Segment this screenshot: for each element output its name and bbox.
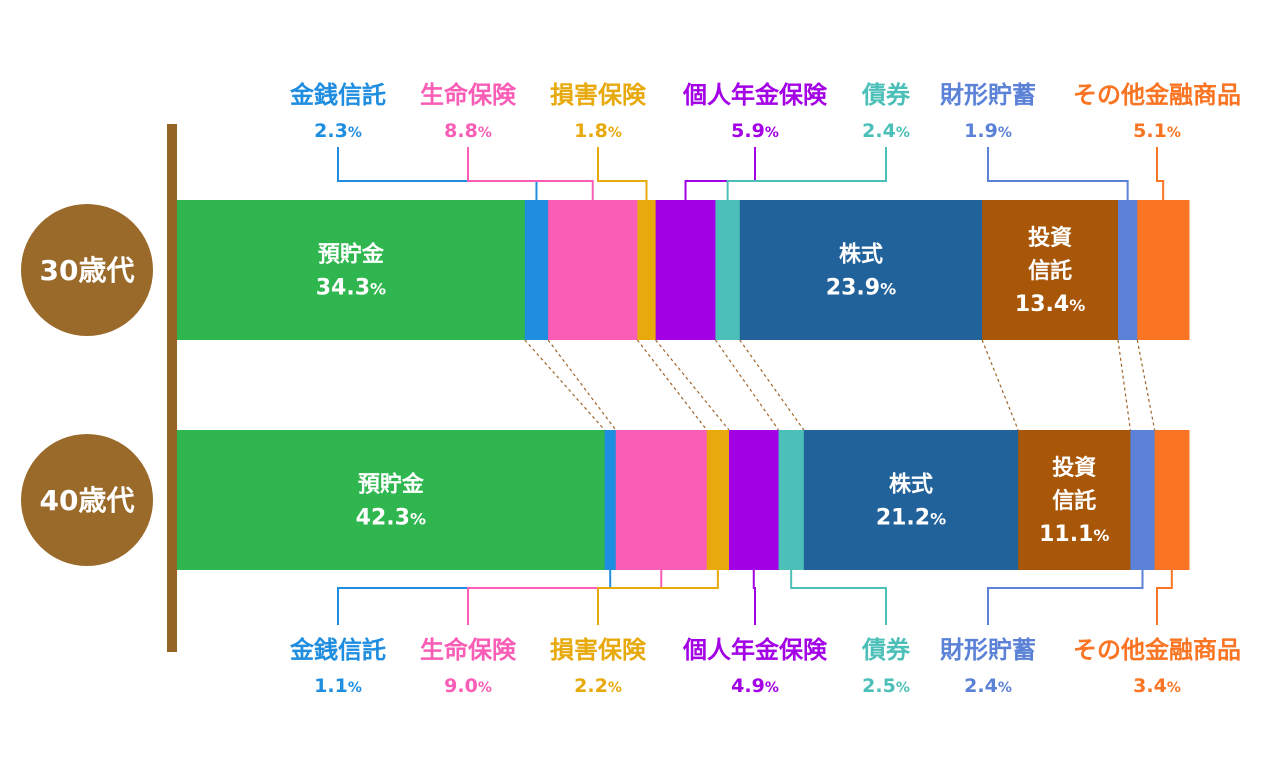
external-label-name: 財形貯蓄 [940, 81, 1036, 109]
segment-label: 信託 [1052, 488, 1096, 514]
segment-value: 21.2% [876, 506, 946, 531]
external-label-value: 2.5% [862, 675, 910, 697]
external-label-value: 1.8% [574, 120, 622, 142]
bar-segment-2 [548, 200, 638, 340]
segment-label: 投資 [1052, 455, 1096, 481]
bar-segment-0 [177, 200, 526, 340]
segment-label: 投資 [1028, 225, 1072, 251]
external-label-name: 金銭信託 [289, 636, 386, 664]
category-label: 40歳代 [40, 484, 135, 517]
bar-segment-1 [604, 430, 617, 570]
bar-segment-8 [1130, 430, 1156, 570]
leader-line [337, 570, 612, 625]
external-label-name: 個人年金保険 [682, 81, 828, 109]
connector-line [636, 339, 708, 431]
bar-segment-5 [778, 430, 805, 570]
external-label-value: 2.4% [964, 675, 1012, 697]
category-label: 30歳代 [40, 254, 135, 287]
leader-line [752, 570, 756, 625]
leader-line [597, 147, 648, 200]
bar-segment-4 [729, 430, 780, 570]
leader-line [597, 570, 719, 625]
bar-segment-7 [982, 200, 1119, 340]
external-label-name: 損害保険 [550, 81, 647, 109]
connector-line [739, 339, 805, 431]
bar-segment-1 [524, 200, 549, 340]
bar-segment-3 [706, 430, 730, 570]
segment-label: 預貯金 [318, 242, 385, 268]
external-label-name: 債券 [861, 636, 911, 664]
bar-segment-0 [177, 430, 606, 570]
bar-segment-6 [739, 200, 983, 340]
external-label-name: その他金融商品 [1073, 81, 1241, 109]
leader-line [987, 147, 1129, 200]
external-label-name: その他金融商品 [1073, 636, 1241, 664]
leader-line [987, 570, 1144, 625]
bar-segment-9 [1154, 430, 1190, 570]
bar-segment-3 [637, 200, 657, 340]
bar-segment-8 [1118, 200, 1138, 340]
external-label-value: 9.0% [444, 675, 492, 697]
bar-segment-6 [803, 430, 1019, 570]
connector-line [524, 339, 606, 431]
leader-line [1156, 147, 1165, 200]
external-label-value: 2.4% [862, 120, 910, 142]
external-label-name: 債券 [861, 81, 911, 109]
connector-line [655, 339, 730, 431]
axis-line [167, 124, 177, 652]
connector-line [1136, 339, 1156, 431]
external-label-value: 2.3% [314, 120, 362, 142]
external-label-value: 5.1% [1133, 120, 1181, 142]
external-label-value: 3.4% [1133, 675, 1181, 697]
external-label-value: 4.9% [731, 675, 779, 697]
segment-value: 13.4% [1015, 292, 1085, 317]
bar-segment-9 [1137, 200, 1190, 340]
segment-label: 株式 [889, 473, 933, 498]
leader-line [1156, 570, 1173, 625]
connector-line [714, 339, 780, 431]
leader-line [684, 147, 756, 200]
category-badge [21, 434, 153, 566]
bar-segment-7 [1018, 430, 1131, 570]
external-label-value: 5.9% [731, 120, 779, 142]
external-label-name: 損害保険 [550, 636, 647, 664]
connector-lines [524, 339, 1156, 431]
external-label-name: 生命保険 [420, 81, 517, 109]
bar-segment-4 [655, 200, 716, 340]
segment-value: 42.3% [356, 506, 426, 531]
connector-line [981, 339, 1019, 431]
leader-line [726, 147, 887, 200]
segment-value: 23.9% [826, 276, 896, 301]
external-label-name: 生命保険 [420, 636, 517, 664]
category-badge [21, 204, 153, 336]
leader-line [467, 570, 663, 625]
segment-value: 11.1% [1039, 522, 1109, 547]
segment-label: 信託 [1028, 258, 1072, 284]
connector-line [1117, 339, 1131, 431]
external-label-value: 1.9% [964, 120, 1012, 142]
external-label-value: 8.8% [444, 120, 492, 142]
external-label-name: 金銭信託 [289, 81, 386, 109]
segment-label: 株式 [839, 243, 883, 268]
bar-segment-5 [715, 200, 741, 340]
segment-label: 預貯金 [358, 472, 425, 498]
bar-segment-2 [615, 430, 708, 570]
external-label-value: 2.2% [574, 675, 622, 697]
segment-value: 34.3% [316, 276, 386, 301]
connector-line [547, 339, 617, 431]
leader-line [337, 147, 538, 200]
leader-line [790, 570, 887, 625]
external-label-name: 財形貯蓄 [940, 636, 1036, 664]
external-label-value: 1.1% [314, 675, 362, 697]
external-label-name: 個人年金保険 [682, 636, 828, 664]
leader-line [467, 147, 594, 200]
